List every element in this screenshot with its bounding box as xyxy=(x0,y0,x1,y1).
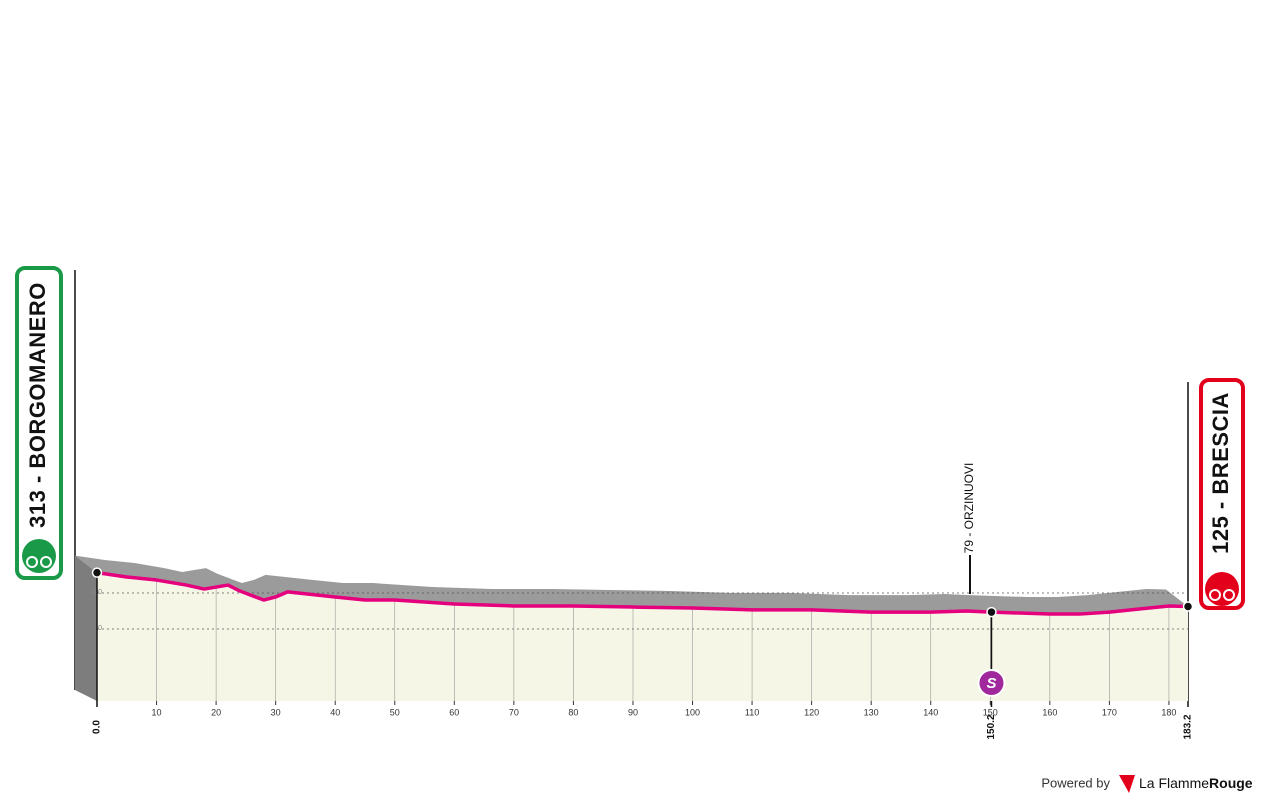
x-tick-label: 30 xyxy=(271,707,281,717)
profile-shade xyxy=(75,555,1188,615)
sprint-label: S xyxy=(986,675,996,692)
x-tick-label: 160 xyxy=(1042,707,1057,717)
brand-name: La Flamme xyxy=(1139,775,1209,791)
x-tick-label: 130 xyxy=(864,707,879,717)
finish-label: 125 - BRESCIA xyxy=(1208,392,1233,554)
icon-wheel xyxy=(40,556,52,568)
x-tick-label: 80 xyxy=(568,707,578,717)
y-tick-label: 0 xyxy=(98,625,102,632)
x-tick-label: 60 xyxy=(449,707,459,717)
x-tick-label: 150 xyxy=(983,707,998,717)
y-tick-label: 200 xyxy=(90,589,102,596)
brand-bold: Rouge xyxy=(1209,775,1253,791)
x-tick-label: 10 xyxy=(152,707,162,717)
km-label: 183.2 xyxy=(1183,714,1194,739)
profile-line xyxy=(96,570,1189,616)
start-badge xyxy=(15,266,63,580)
sprint-dot xyxy=(986,606,997,618)
x-tick-label: 180 xyxy=(1161,707,1176,717)
x-tick-label: 120 xyxy=(804,707,819,717)
start-label: 313 - BORGOMANERO xyxy=(25,282,50,528)
x-tick-label: 100 xyxy=(685,707,700,717)
icon-wheel xyxy=(1223,589,1235,601)
x-tick-label: 90 xyxy=(628,707,638,717)
endpoint-dot xyxy=(91,567,103,578)
x-tick-label: 110 xyxy=(745,707,759,717)
x-tick-label: 70 xyxy=(509,707,519,717)
finish-icon xyxy=(1205,572,1239,606)
finish-badge xyxy=(1199,378,1245,610)
powered-by: Powered by xyxy=(1041,775,1110,790)
x-tick-label: 40 xyxy=(330,707,340,717)
icon-wheel xyxy=(26,556,38,568)
x-tick-label: 170 xyxy=(1102,707,1117,717)
profile-area xyxy=(97,572,1188,701)
endpoint-dot xyxy=(1182,601,1194,612)
x-tick-label: 20 xyxy=(211,707,221,717)
x-tick-label: 50 xyxy=(390,707,400,717)
km-label: 150.2 xyxy=(986,714,997,739)
start-icon xyxy=(22,539,56,573)
waypoint-label: 79 - ORZINUOVI xyxy=(962,463,976,554)
km-label: 0.0 xyxy=(92,720,103,734)
brand: La FlammeRouge xyxy=(1139,775,1253,791)
plot: 0 200 10 20 30 40 50 60 70 80 90 100 110 120 130 140 150… xyxy=(74,270,1194,740)
profile-side xyxy=(75,555,97,701)
brand-logo xyxy=(1119,775,1135,793)
icon-wheel xyxy=(1209,589,1221,601)
x-tick-label: 140 xyxy=(923,707,938,717)
sprint-icon xyxy=(977,669,1006,697)
